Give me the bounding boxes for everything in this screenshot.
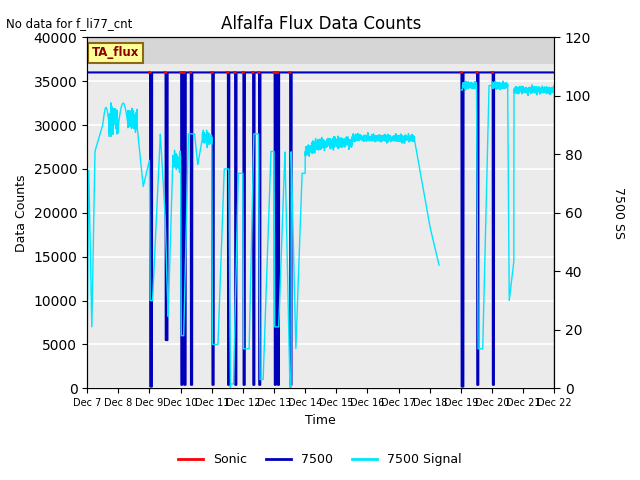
Text: TA_flux: TA_flux <box>92 46 140 59</box>
Bar <box>87 37 554 64</box>
X-axis label: Time: Time <box>305 414 336 427</box>
Y-axis label: 7500 SS: 7500 SS <box>612 187 625 239</box>
Y-axis label: Data Counts: Data Counts <box>15 174 28 252</box>
Legend: Sonic, 7500, 7500 Signal: Sonic, 7500, 7500 Signal <box>173 448 467 471</box>
Text: No data for f_li77_cnt: No data for f_li77_cnt <box>6 17 132 30</box>
Title: Alfalfa Flux Data Counts: Alfalfa Flux Data Counts <box>221 15 421 33</box>
